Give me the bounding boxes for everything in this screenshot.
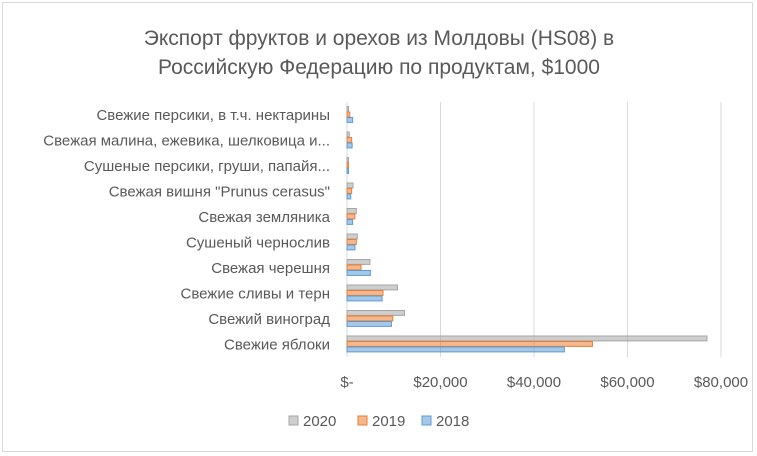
x-tick-label: $40,000 bbox=[507, 374, 561, 391]
bar-2019 bbox=[346, 290, 384, 296]
legend-swatch-2018 bbox=[421, 415, 432, 426]
bar-2018 bbox=[346, 346, 565, 353]
bar-2019 bbox=[346, 213, 356, 220]
category-label: Свежая малина, ежевика, шелковица и... bbox=[43, 132, 330, 149]
x-tick-label: $60,000 bbox=[600, 374, 654, 391]
legend-swatch-2019 bbox=[357, 415, 368, 426]
bar-2019 bbox=[346, 264, 362, 271]
x-tick-label: $20,000 bbox=[413, 374, 467, 391]
category-label: Сушеные персики, груши, папайя... bbox=[84, 158, 330, 175]
category-label: Свежая вишня "Prunus cerasus" bbox=[109, 183, 330, 200]
category-label: Свежие сливы и терн bbox=[181, 285, 331, 302]
x-tick-labels: $- $20,000 $40,000 $60,000 $80,000 bbox=[340, 374, 748, 391]
bar-2019 bbox=[346, 239, 357, 245]
x-tick-label: $80,000 bbox=[694, 374, 748, 391]
bar-2020 bbox=[346, 284, 398, 291]
bar-2018 bbox=[346, 270, 371, 276]
bar-2020 bbox=[346, 208, 357, 214]
bar-2019 bbox=[346, 341, 593, 347]
x-tick-label: $- bbox=[340, 374, 353, 391]
category-label: Свежий виноград bbox=[208, 311, 330, 328]
chart-title-line-1: Экспорт фруктов и орехов из Молдовы (HS0… bbox=[144, 27, 614, 50]
category-label: Свежие яблоки bbox=[224, 336, 330, 353]
bar-2019 bbox=[346, 111, 351, 118]
bar-2020 bbox=[346, 182, 354, 189]
legend-label-2018: 2018 bbox=[436, 413, 469, 430]
bar-2020 bbox=[346, 157, 349, 163]
category-label: Свежие персики, в т.ч. нектарины bbox=[96, 107, 330, 124]
bar-2018 bbox=[346, 142, 353, 149]
legend-label-2020: 2020 bbox=[303, 413, 336, 430]
bar-2018 bbox=[346, 193, 352, 200]
legend: 2020 2019 2018 bbox=[288, 413, 469, 430]
bar-2018 bbox=[346, 117, 354, 123]
bar-2020 bbox=[346, 131, 350, 138]
bar-2018 bbox=[346, 295, 383, 302]
bar-2018 bbox=[346, 321, 392, 327]
category-labels: Свежие персики, в т.ч. нектарины Свежая м… bbox=[43, 107, 330, 354]
bar-2020 bbox=[346, 233, 358, 240]
bar-2018 bbox=[346, 219, 354, 225]
bar-2018 bbox=[346, 244, 356, 251]
legend-swatch-2020 bbox=[288, 415, 299, 426]
legend-label-2019: 2019 bbox=[372, 413, 405, 430]
bar-2019 bbox=[346, 315, 394, 322]
bar-2020 bbox=[346, 335, 708, 342]
bars-group bbox=[346, 106, 708, 353]
bar-2020 bbox=[346, 259, 371, 265]
bar-2019 bbox=[346, 137, 353, 143]
bar-2018 bbox=[346, 168, 349, 174]
category-label: Свежая черешня bbox=[211, 260, 330, 277]
chart-title-line-2: Российскую Федерацию по продуктам, $1000 bbox=[158, 56, 600, 79]
gridlines bbox=[346, 102, 722, 357]
bar-2019 bbox=[346, 162, 349, 169]
bar-2020 bbox=[346, 310, 406, 316]
bar-2019 bbox=[346, 188, 353, 194]
bar-2020 bbox=[346, 106, 349, 112]
category-label: Свежая земляника bbox=[198, 209, 330, 226]
category-label: Сушеный чернослив bbox=[186, 234, 330, 251]
